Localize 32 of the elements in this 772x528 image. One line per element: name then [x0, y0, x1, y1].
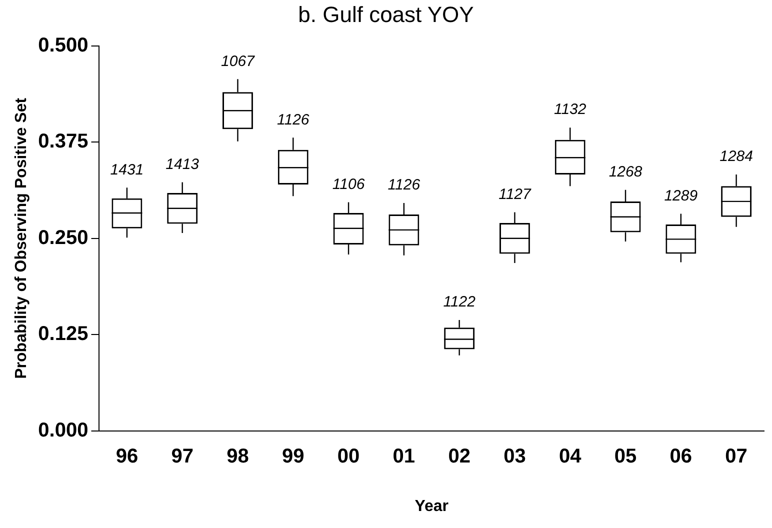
- x-tick-label: 07: [725, 445, 748, 468]
- x-tick-label: 06: [670, 445, 692, 468]
- annotation: 1132: [554, 101, 587, 118]
- y-tick-label: 0.500: [38, 34, 88, 57]
- y-tick-label: 0.000: [38, 419, 88, 442]
- annotation: 1127: [498, 186, 532, 203]
- y-tick-label: 0.375: [38, 130, 88, 153]
- x-tick-label: 96: [116, 445, 138, 468]
- x-tick-label: 98: [226, 445, 249, 468]
- x-tick-label: 03: [504, 445, 526, 468]
- y-tick-label: 0.125: [38, 323, 88, 346]
- x-tick-label: 99: [282, 445, 304, 468]
- x-tick-label: 97: [171, 445, 194, 468]
- annotation: 1126: [388, 176, 421, 194]
- annotation: 1126: [277, 111, 310, 128]
- x-tick-label: 04: [558, 445, 582, 468]
- x-tick-label: 02: [448, 445, 470, 468]
- annotation: 1067: [221, 52, 256, 70]
- x-tick-label: 00: [337, 445, 360, 468]
- chart-title: b. Gulf coast YOY: [297, 1, 475, 29]
- x-axis-title: Year: [414, 498, 449, 515]
- y-axis-title: Probability of Observing Positive Set: [13, 97, 30, 379]
- x-tick-label: 05: [614, 445, 637, 468]
- annotation: 1431: [110, 161, 144, 178]
- annotation: 1284: [720, 148, 753, 166]
- y-tick-label: 0.250: [38, 226, 88, 249]
- annotation: 1289: [664, 187, 698, 204]
- x-tick-label: 01: [392, 445, 416, 468]
- annotation: 1268: [608, 164, 643, 181]
- annotation: 1106: [332, 176, 366, 193]
- annotation: 1413: [166, 156, 200, 173]
- annotation: 1122: [443, 294, 476, 311]
